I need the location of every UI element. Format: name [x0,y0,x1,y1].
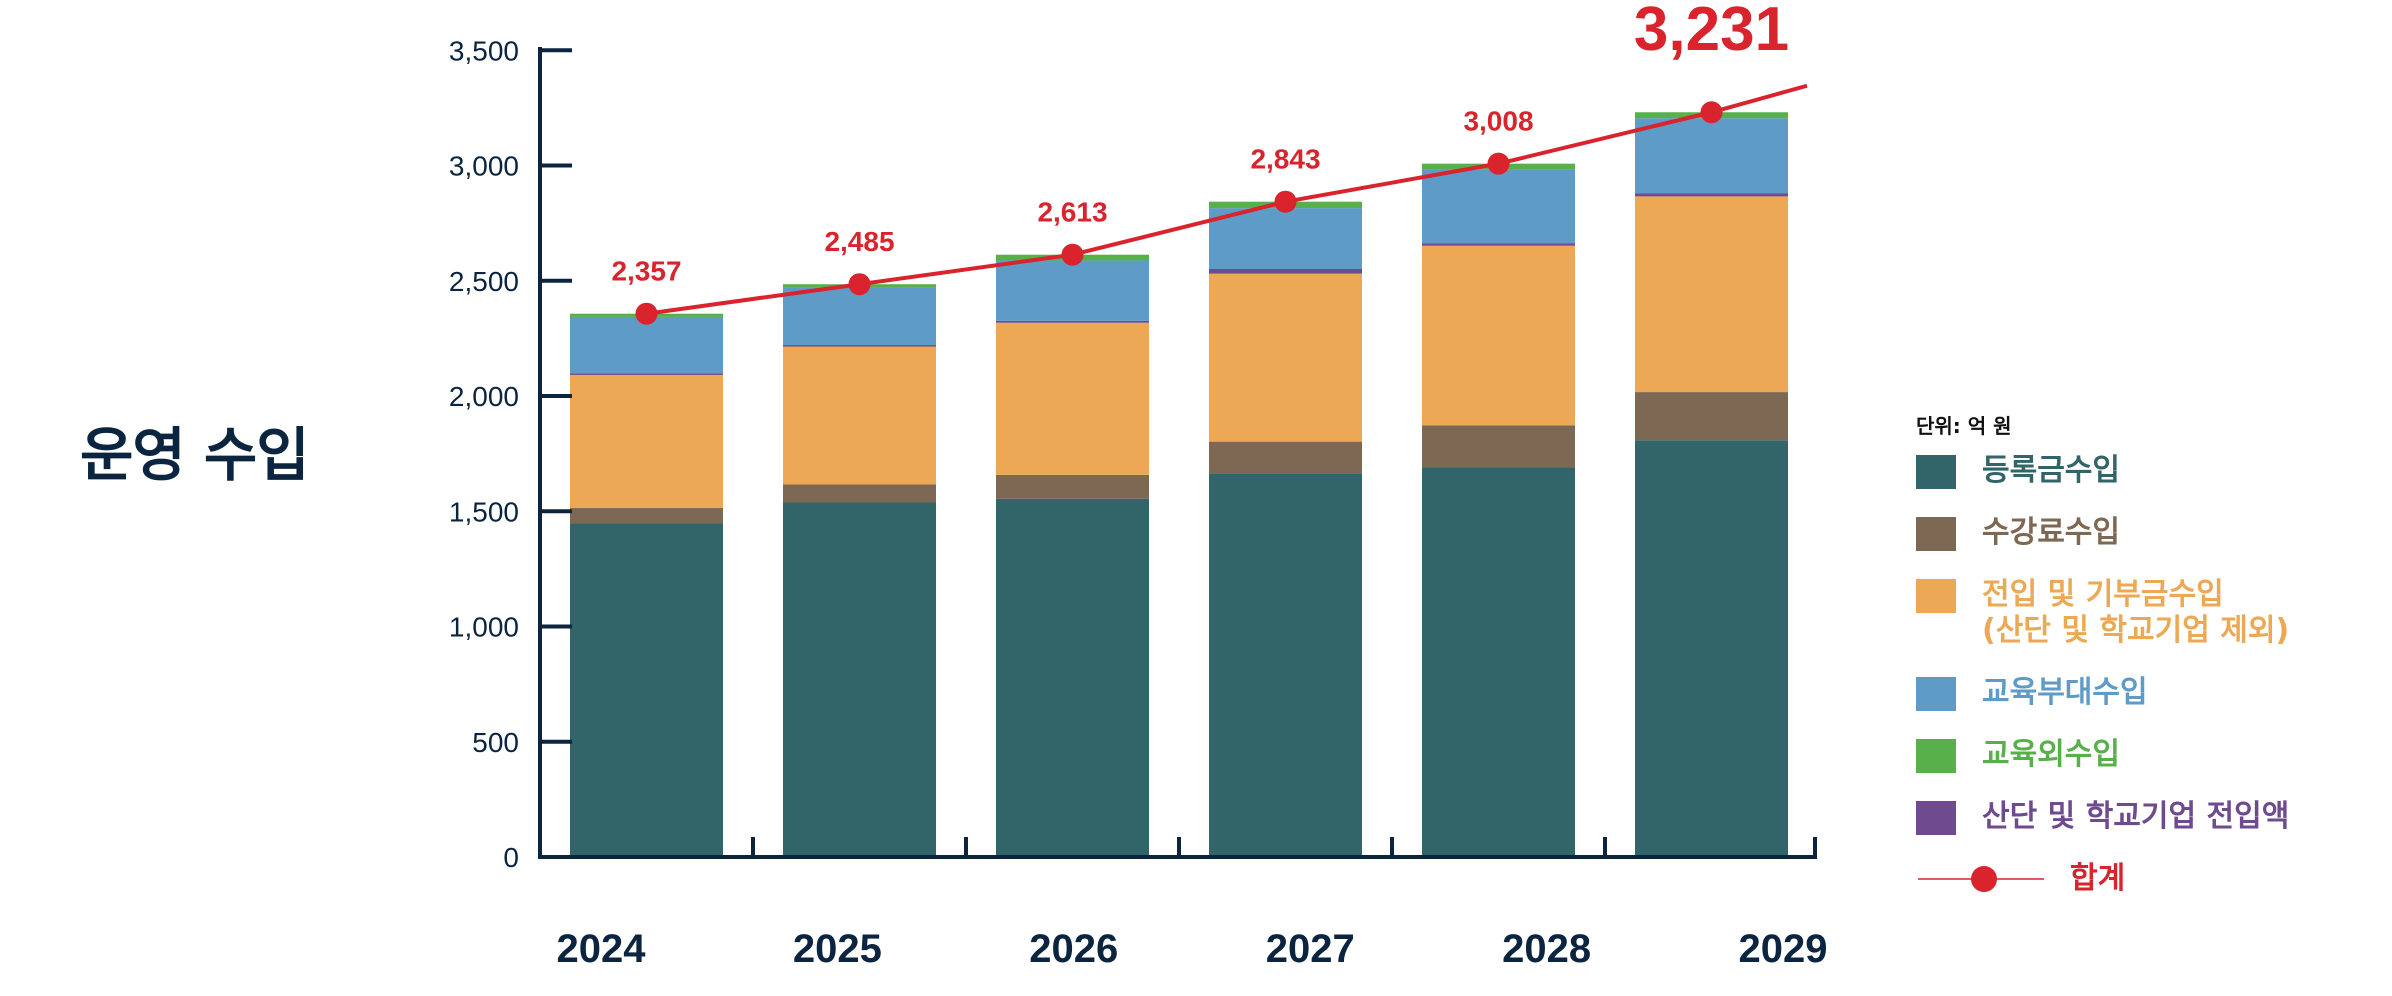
bar-segment-2029-s1 [1635,392,1788,441]
legend-swatch-icon [1916,579,1956,613]
total-line-layer: 2,357 2,485 2,613 2,843 3,008 3,231 [611,0,1808,325]
legend-label-total: 합계 [2070,861,2126,896]
legend-item: 교육부대수입 [1916,675,2289,711]
bar-segment-2026-s1 [996,474,1149,499]
legend-label: 교육부대수입 [1982,675,2148,710]
bar-segment-2029-s3 [1635,193,1788,197]
legend-swatch-icon [1916,455,1956,489]
y-tick-label: 3,000 [449,151,519,182]
total-point-2026 [1061,243,1084,266]
bar-segment-2027-s0 [1209,473,1362,857]
legend-item: 산단 및 학교기업 전입액 [1916,799,2289,835]
bar-segment-2026-s2 [996,322,1149,475]
y-tick-label: 3,500 [449,35,519,66]
bar-group-2026 [996,254,1149,857]
bar-segment-2027-s2 [1209,273,1362,442]
total-point-2025 [848,273,871,296]
unit-label: 단위: 억 원 [1916,414,2012,438]
legend-swatch-icon [1916,801,1956,835]
bar-group-2028 [1422,163,1575,857]
x-label-2028: 2028 [1502,927,1591,971]
bar-segment-2027-s1 [1209,441,1362,474]
bar-segment-2027-s3 [1209,268,1362,274]
bar-segment-2024-s0 [570,523,723,857]
total-label-2029: 3,231 [1634,0,1789,64]
bar-group-2025 [783,284,936,857]
bar-segment-2024-s2 [570,374,723,509]
y-tick-label: 1,500 [449,496,519,527]
bar-segment-2025-s3 [783,345,936,347]
legend-label: 전입 및 기부금수입 (산단 및 학교기업 제외) [1982,577,2290,648]
bar-group-2027 [1209,201,1362,857]
x-label-2029: 2029 [1739,927,1828,971]
x-label-2027: 2027 [1266,927,1355,971]
legend-swatch-icon [1916,677,1956,711]
y-tick-label: 1,000 [449,612,519,643]
legend-swatch-icon [1916,517,1956,551]
y-tick-label: 0 [503,842,519,873]
bar-segment-2028-s0 [1422,467,1575,857]
bar-segment-2025-s4 [783,287,936,346]
total-point-2027 [1274,190,1297,213]
bar-segment-2028-s1 [1422,425,1575,468]
legend-swatch-icon [1916,739,1956,773]
bar-group-2024 [570,313,723,857]
legend-label: 등록금수입 [1982,453,2120,488]
bar-segment-2029-s4 [1635,118,1788,194]
bar-segment-2025-s2 [783,346,936,485]
legend-label: 산단 및 학교기업 전입액 [1982,799,2290,834]
x-label-2024: 2024 [557,927,647,971]
y-tick-label: 2,500 [449,266,519,297]
bar-segment-2028-s3 [1422,243,1575,246]
bar-segment-2026-s0 [996,498,1149,857]
y-tick-label: 2,000 [449,381,519,412]
total-label-2025: 2,485 [824,226,894,257]
legend-label: 수강료수입 [1982,515,2120,550]
bar-segment-2027-s4 [1209,208,1362,269]
bar-segment-2029-s0 [1635,440,1788,857]
legend-item-total: 합계 [1916,861,2289,897]
bar-segment-2025-s1 [783,484,936,503]
bar-segment-2029-s2 [1635,196,1788,393]
total-point-2028 [1487,152,1510,175]
bar-group-2029 [1635,112,1788,857]
bar-segment-2026-s3 [996,320,1149,323]
total-line-marker-icon [1918,866,2044,892]
axes-layer [538,47,1817,859]
bar-segment-2024-s4 [570,316,723,374]
total-label-2027: 2,843 [1250,144,1320,175]
x-tick-labels: 2024 2025 2026 2027 2028 2029 [557,927,1828,971]
bar-segment-2028-s4 [1422,169,1575,244]
legend-item: 수강료수입 [1916,515,2289,551]
total-point-2029 [1700,101,1723,124]
legend-item: 전입 및 기부금수입 (산단 및 학교기업 제외) [1916,577,2289,649]
bar-segment-2024-s1 [570,508,723,524]
bar-segment-2024-s3 [570,373,723,375]
bar-segment-2025-s0 [783,502,936,857]
total-point-2024 [635,302,658,325]
y-tick-label: 500 [472,727,519,758]
legend-item: 교육외수입 [1916,737,2289,773]
total-label-2024: 2,357 [611,256,681,287]
bar-segment-2026-s4 [996,260,1149,321]
bar-segment-2028-s2 [1422,245,1575,426]
page-title: 운영 수입 [80,421,310,489]
legend-label: 교육외수입 [1982,737,2120,772]
total-label-2028: 3,008 [1463,106,1533,137]
y-tick-labels: 0 500 1,000 1,500 2,000 2,500 3,000 3,500 [449,35,519,873]
legend-item: 등록금수입 [1916,453,2289,489]
x-label-2025: 2025 [793,927,882,971]
total-label-2026: 2,613 [1037,197,1107,228]
bars-layer [570,112,1788,857]
x-label-2026: 2026 [1029,927,1118,971]
